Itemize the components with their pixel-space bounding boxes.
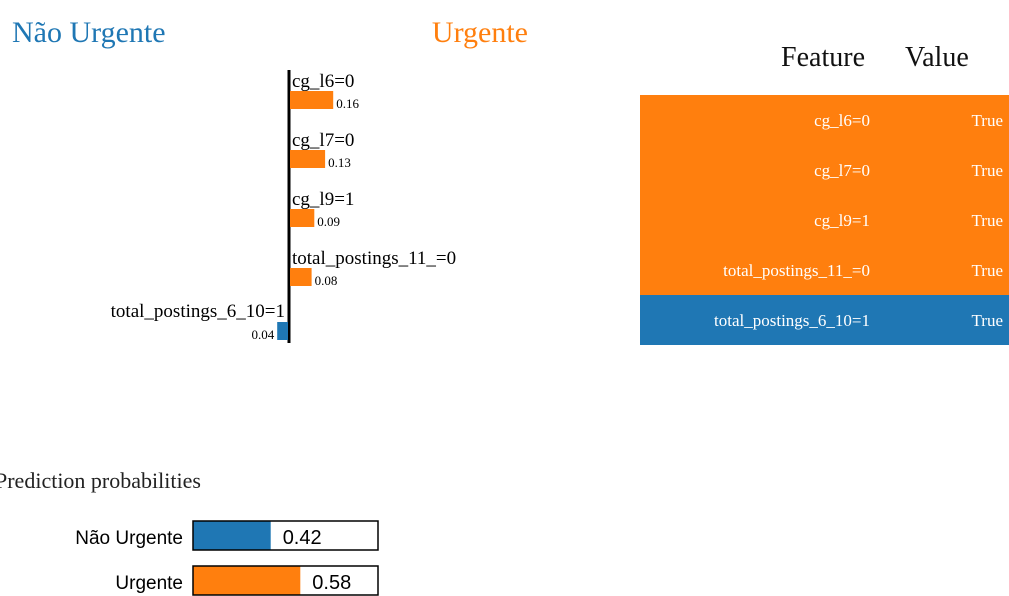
table-row	[640, 295, 1009, 345]
probability-bar	[193, 521, 271, 550]
probability-label: Urgente	[115, 573, 183, 594]
probabilities-title: Prediction probabilities	[0, 468, 201, 493]
feature-label: cg_l6=0	[292, 71, 354, 92]
table-header: Value	[905, 42, 969, 73]
table-row	[640, 245, 1009, 295]
probability-label: Não Urgente	[75, 528, 183, 549]
feature-label: cg_l7=0	[292, 130, 354, 151]
weight-label: 0.09	[317, 214, 340, 229]
table-cell: cg_l6=0	[814, 111, 870, 130]
probability-value: 0.42	[283, 527, 322, 549]
table-row	[640, 145, 1009, 195]
weight-label: 0.04	[251, 327, 274, 342]
table-cell: total_postings_11_=0	[723, 261, 870, 280]
table-cell: True	[972, 161, 1004, 180]
table-cell: True	[972, 111, 1004, 130]
class-name: Urgente	[432, 16, 528, 49]
weight-bar	[290, 91, 334, 109]
table-cell: True	[972, 311, 1004, 330]
table-cell: total_postings_6_10=1	[714, 311, 870, 330]
table-row	[640, 95, 1009, 145]
table-header: Feature	[781, 42, 865, 73]
probability-frame	[192, 520, 379, 551]
weight-bar	[290, 268, 312, 286]
table-cell: cg_l9=1	[814, 211, 870, 230]
weight-bar	[277, 322, 288, 340]
weight-label: 0.16	[336, 96, 359, 111]
table-cell: cg_l7=0	[814, 161, 870, 180]
feature-label: total_postings_11_=0	[292, 248, 456, 269]
feature-label: cg_l9=1	[292, 189, 354, 210]
weight-bar	[290, 209, 315, 227]
feature-label: total_postings_6_10=1	[111, 301, 285, 322]
weight-label: 0.13	[328, 155, 351, 170]
class-name: Não Urgente	[12, 16, 166, 49]
table-row	[640, 195, 1009, 245]
table-cell: True	[972, 211, 1004, 230]
weight-bar	[290, 150, 326, 168]
weight-label: 0.08	[315, 273, 338, 288]
table-cell: True	[972, 261, 1004, 280]
probability-bar	[193, 566, 301, 595]
probability-frame	[192, 565, 379, 596]
probability-value: 0.58	[312, 572, 351, 594]
